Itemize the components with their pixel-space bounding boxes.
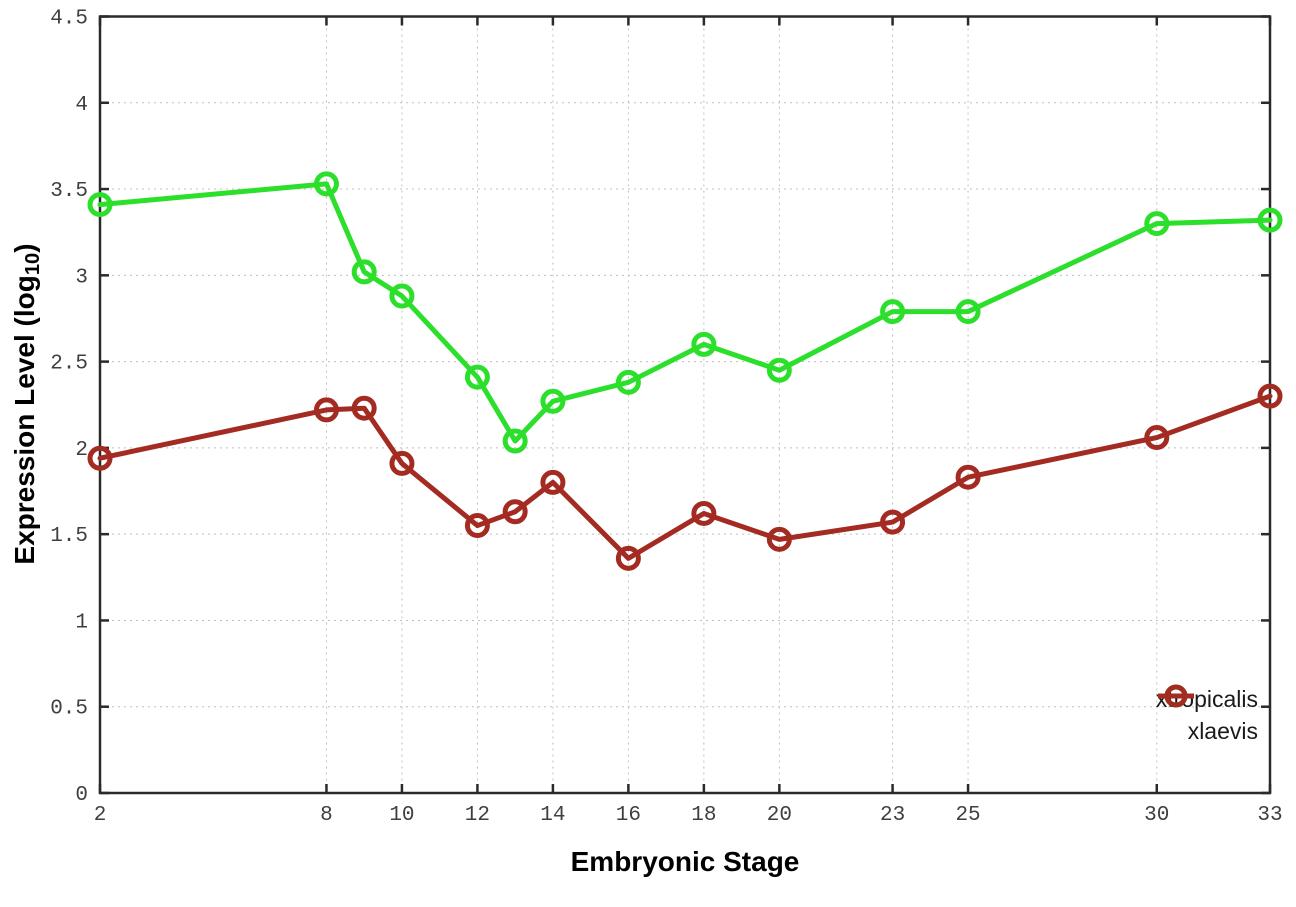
data-point-xlaevis: [615, 545, 641, 571]
y-tick-label: 0.5: [50, 698, 88, 721]
data-point-xlaevis: [502, 499, 528, 525]
data-point-xtropicalis: [1257, 207, 1283, 233]
y-tick-label: 4.5: [50, 8, 88, 31]
y-tick-label: 1.5: [50, 525, 88, 548]
x-tick-label: 23: [880, 804, 905, 827]
x-axis-title: Embryonic Stage: [570, 846, 800, 877]
y-tick-label: 0: [75, 784, 88, 807]
data-point-xtropicalis: [502, 428, 528, 454]
data-point-xtropicalis: [880, 299, 906, 325]
data-point-xtropicalis: [351, 259, 377, 285]
data-point-xtropicalis: [691, 331, 717, 357]
legend-row-xlaevis: xlaevis: [1156, 684, 1258, 747]
data-point-xtropicalis: [955, 299, 981, 325]
x-tick-label: 16: [616, 804, 641, 827]
data-point-xtropicalis: [615, 369, 641, 395]
data-point-xlaevis: [389, 450, 415, 476]
data-point-xlaevis: [1257, 383, 1283, 409]
y-axis-title-text: Expression Level (log: [8, 275, 40, 565]
data-point-xlaevis: [464, 513, 490, 539]
data-point-xlaevis: [691, 500, 717, 526]
data-point-xtropicalis: [87, 192, 113, 218]
y-tick-label: 3: [75, 266, 88, 289]
x-tick-label: 33: [1257, 804, 1282, 827]
y-tick-label: 1: [75, 611, 88, 634]
x-tick-label: 18: [691, 804, 716, 827]
series-line-xtropicalis: [97, 181, 1273, 444]
data-point-xlaevis: [880, 509, 906, 535]
data-point-xtropicalis: [766, 357, 792, 383]
data-point-xlaevis: [351, 395, 377, 421]
legend-marker-xlaevis-icon: [1157, 684, 1194, 708]
data-point-xlaevis: [1144, 425, 1170, 451]
data-point-xtropicalis: [464, 364, 490, 390]
x-tick-label: 10: [389, 804, 414, 827]
y-tick-label: 2: [75, 439, 88, 462]
data-point-xtropicalis: [1144, 211, 1170, 237]
data-point-xlaevis: [540, 469, 566, 495]
data-point-xlaevis: [766, 526, 792, 552]
y-axis-title-suffix: ): [8, 243, 40, 253]
data-point-xlaevis: [313, 397, 339, 423]
plot-border: [98, 15, 1272, 795]
y-axis-title: Expression Level (log10): [9, 243, 45, 564]
x-tick-label: 30: [1144, 804, 1169, 827]
y-axis-title-subscript: 10: [22, 252, 45, 276]
y-tick-label: 2.5: [50, 353, 88, 376]
x-tick-label: 20: [767, 804, 792, 827]
x-tick-label: 8: [320, 804, 333, 827]
data-point-xtropicalis: [313, 171, 339, 197]
x-tick-label: 25: [955, 804, 980, 827]
data-point-xlaevis: [87, 445, 113, 471]
data-point-xtropicalis: [540, 388, 566, 414]
legend: xtropicalis xlaevis: [1156, 683, 1258, 747]
data-point-xlaevis: [955, 464, 981, 490]
x-tick-label: 12: [465, 804, 490, 827]
x-tick-label: 2: [94, 804, 107, 827]
y-tick-label: 3.5: [50, 180, 88, 203]
legend-label-xlaevis: xlaevis: [1187, 717, 1258, 744]
x-tick-label: 14: [540, 804, 565, 827]
data-point-xtropicalis: [389, 283, 415, 309]
y-tick-label: 4: [75, 94, 88, 117]
